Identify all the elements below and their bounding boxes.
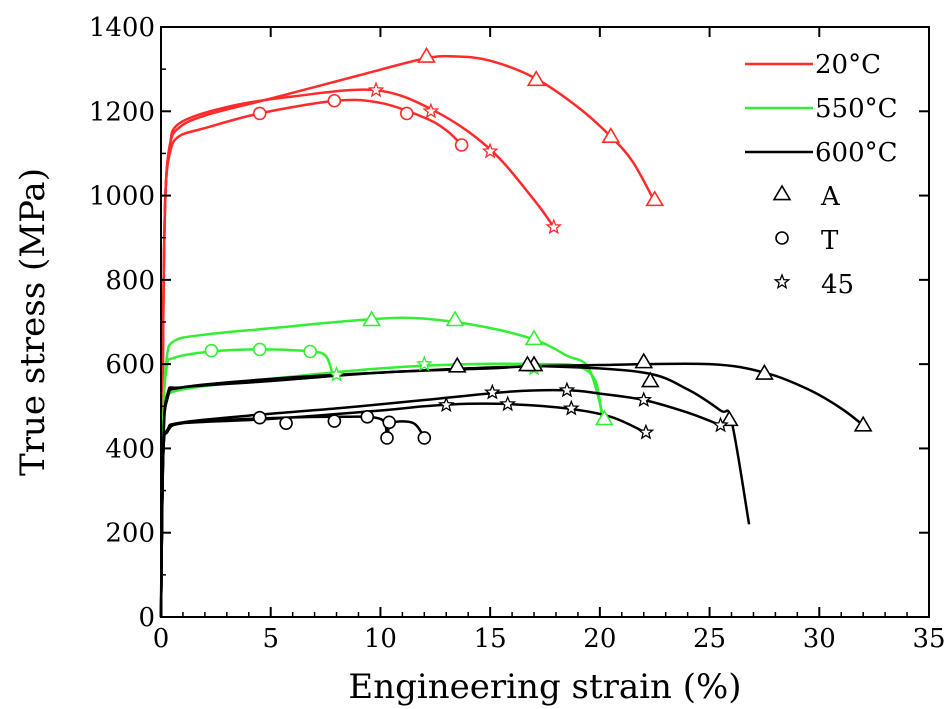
triangle-marker xyxy=(417,46,436,63)
x-tick-label: 35 xyxy=(912,624,945,654)
x-axis-ticks: 0 5 10 15 20 25 30 35 xyxy=(153,27,946,654)
triangle-marker xyxy=(719,410,739,427)
circle-marker xyxy=(417,431,432,445)
star-marker xyxy=(367,81,385,98)
y-tick-label: 800 xyxy=(105,266,155,296)
legend-label: 20°C xyxy=(815,50,881,80)
legend-label: A xyxy=(820,182,841,212)
circle-marker xyxy=(279,416,293,430)
x-tick-label: 5 xyxy=(262,624,279,654)
x-tick-label: 25 xyxy=(693,624,726,654)
series-line xyxy=(159,88,555,618)
triangle-marker xyxy=(445,310,465,327)
series-line xyxy=(159,98,465,618)
circle-marker xyxy=(204,343,219,358)
triangle-marker xyxy=(526,70,546,87)
star-marker xyxy=(499,395,517,412)
legend-label: 45 xyxy=(821,270,854,300)
circle-marker xyxy=(399,106,414,121)
markers-layer xyxy=(204,46,873,445)
star-marker xyxy=(558,381,576,398)
circle-marker xyxy=(360,410,375,424)
triangle-marker xyxy=(645,190,665,207)
star-marker xyxy=(637,423,655,440)
y-tick-label: 1400 xyxy=(89,13,155,43)
circle-marker xyxy=(252,410,267,425)
circle-marker xyxy=(380,431,394,445)
x-tick-label: 10 xyxy=(364,624,397,654)
star-marker xyxy=(545,218,563,235)
y-tick-label: 0 xyxy=(138,603,155,633)
legend: 20°C 550°C 600°C AT 45 xyxy=(745,50,898,300)
triangle-marker xyxy=(362,310,382,327)
y-tick-label: 1200 xyxy=(89,97,155,127)
star-marker xyxy=(712,416,729,433)
series-line xyxy=(159,388,721,618)
legend-triangle-marker xyxy=(772,184,792,201)
y-tick-label: 1000 xyxy=(89,182,155,212)
legend-label: T xyxy=(821,226,839,256)
triangle-marker xyxy=(853,415,873,432)
plot-frame xyxy=(160,26,930,618)
y-axis-title: True stress (MPa) xyxy=(13,168,53,476)
circle-marker xyxy=(252,342,267,357)
circle-marker xyxy=(382,415,397,430)
star-marker xyxy=(437,396,455,413)
star-marker xyxy=(422,102,440,119)
y-axis-ticks: 0 200 400 600 800 1000 1200 1400 xyxy=(89,13,929,633)
y-tick-label: 400 xyxy=(105,434,155,464)
x-tick-label: 30 xyxy=(803,624,836,654)
x-tick-label: 20 xyxy=(583,624,616,654)
x-axis-title: Engineering strain (%) xyxy=(348,667,741,707)
triangle-marker xyxy=(518,355,537,372)
triangle-marker xyxy=(634,352,654,369)
triangle-marker xyxy=(447,356,467,373)
circle-marker xyxy=(252,106,267,121)
series-line xyxy=(159,362,604,618)
series-line xyxy=(159,415,426,618)
star-marker xyxy=(635,391,653,408)
triangle-marker xyxy=(601,126,621,143)
x-tick-label: 0 xyxy=(153,624,170,654)
circle-marker xyxy=(327,414,342,428)
legend-circle-marker xyxy=(775,231,789,245)
x-tick-label: 15 xyxy=(474,624,507,654)
triangle-marker xyxy=(640,371,660,388)
circle-marker xyxy=(327,93,342,108)
legend-star-marker xyxy=(773,273,791,290)
triangle-marker xyxy=(594,409,614,426)
series-line xyxy=(159,402,645,618)
star-marker xyxy=(483,383,501,400)
legend-label: 550°C xyxy=(815,94,898,124)
star-marker xyxy=(416,355,433,372)
series-line xyxy=(159,54,656,618)
y-tick-label: 200 xyxy=(105,519,155,549)
curves-layer xyxy=(159,54,864,618)
star-marker xyxy=(562,399,580,416)
star-marker xyxy=(481,142,499,159)
triangle-marker xyxy=(755,363,774,380)
legend-label: 600°C xyxy=(815,138,898,168)
circle-marker xyxy=(454,138,469,152)
circle-marker xyxy=(303,344,318,359)
y-tick-label: 600 xyxy=(105,350,155,380)
star-marker xyxy=(328,365,345,382)
triangle-marker xyxy=(524,329,544,346)
